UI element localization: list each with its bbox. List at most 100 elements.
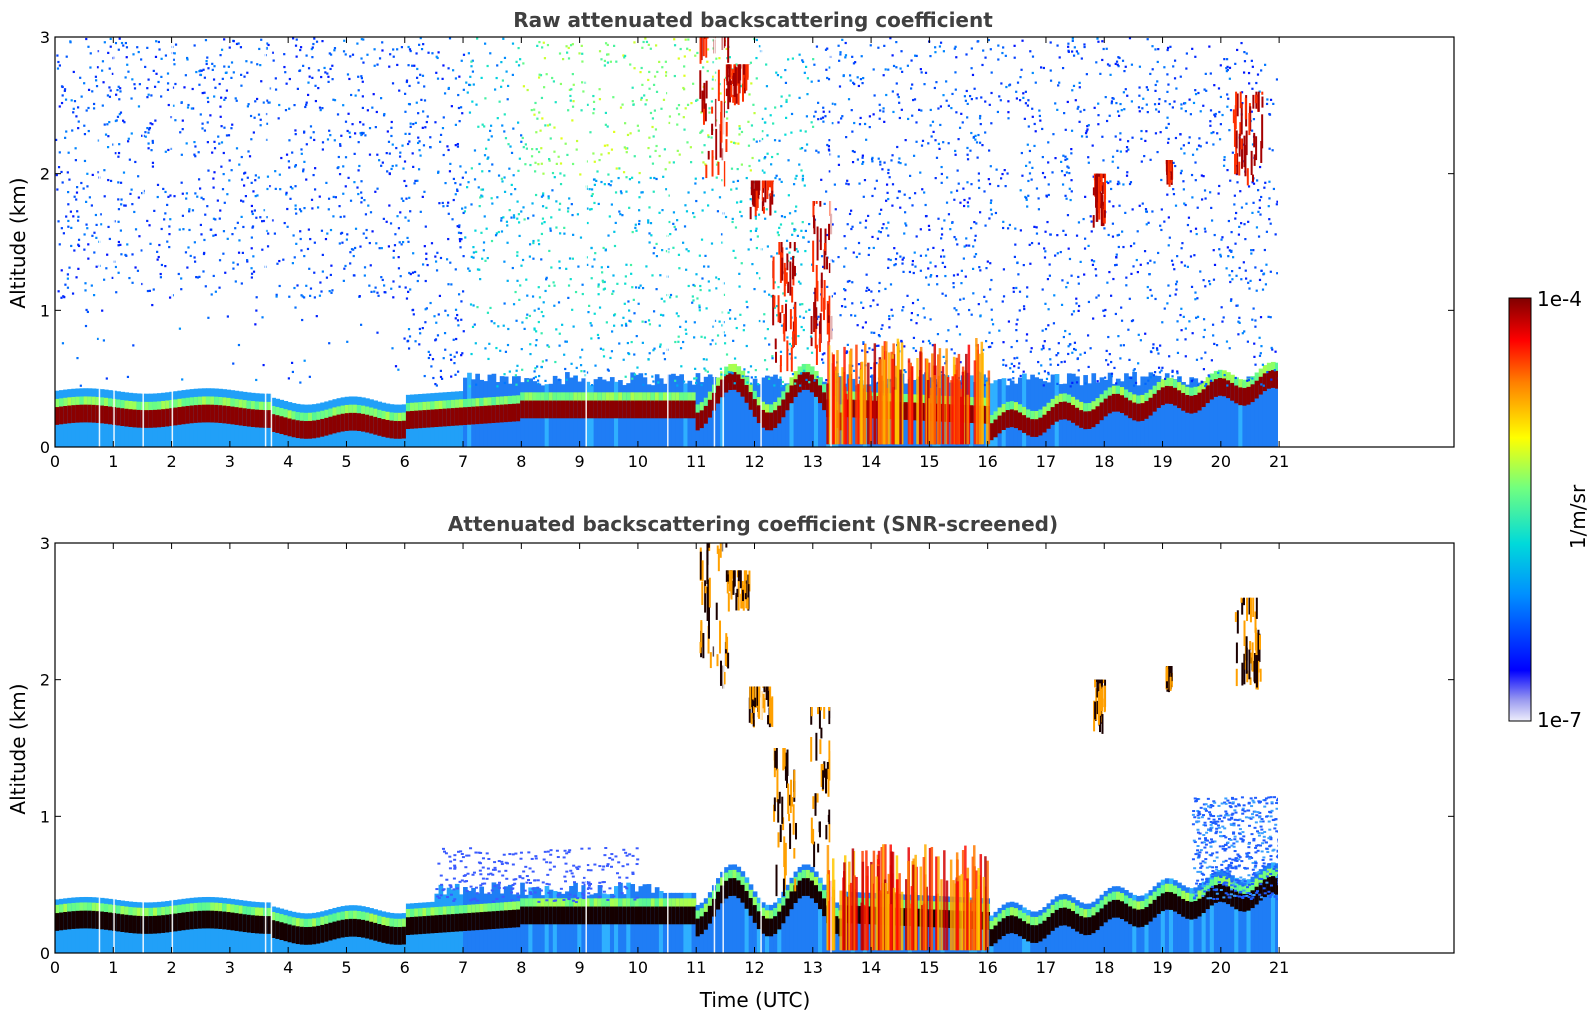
- bl-core-cell: [626, 400, 631, 419]
- noise-pixel: [1225, 58, 1229, 61]
- noise-pixel: [1073, 341, 1077, 344]
- noise-pixel: [500, 230, 504, 233]
- noise-pixel: [185, 197, 188, 200]
- noise-pixel: [220, 48, 224, 51]
- convective-plume: [978, 353, 981, 445]
- noise-pixel: [213, 147, 217, 150]
- noise-pixel: [514, 188, 517, 191]
- noise-pixel: [423, 99, 427, 102]
- noise-pixel: [1080, 135, 1084, 138]
- noise-pixel: [380, 247, 383, 250]
- noise-pixel: [516, 279, 519, 282]
- noise-pixel: [256, 63, 259, 66]
- aerosol-cell: [1111, 383, 1117, 447]
- noise-pixel: [324, 71, 327, 74]
- noise-pixel: [327, 208, 330, 211]
- noise-pixel: [1007, 117, 1010, 120]
- noise-pixel: [153, 85, 157, 88]
- noise-pixel: [887, 171, 890, 175]
- noise-pixel: [597, 283, 600, 286]
- noise-pixel: [797, 280, 801, 283]
- noise-pixel: [360, 131, 363, 135]
- noise-pixel: [114, 265, 117, 269]
- noise-pixel: [638, 219, 641, 223]
- noise-pixel: [794, 382, 797, 385]
- noise-pixel: [981, 63, 984, 67]
- noise-pixel: [1190, 173, 1194, 177]
- noise-pixel: [632, 298, 635, 301]
- bl-edge-cell: [348, 404, 354, 415]
- noise-pixel: [876, 303, 879, 306]
- noise-pixel: [957, 138, 960, 141]
- noise-pixel: [735, 63, 738, 66]
- noise-pixel: [593, 312, 596, 315]
- noise-pixel: [798, 96, 801, 99]
- noise-pixel: [160, 263, 164, 267]
- noise-pixel: [878, 103, 881, 106]
- bl-edge-cell: [373, 408, 378, 419]
- noise-pixel: [1016, 356, 1019, 359]
- noise-pixel: [1243, 60, 1247, 63]
- bl-core-cell: [1205, 385, 1211, 404]
- noise-pixel: [799, 303, 802, 306]
- noise-pixel: [333, 139, 336, 142]
- noise-pixel: [1042, 384, 1045, 387]
- noise-pixel: [571, 72, 574, 76]
- noise-pixel: [311, 207, 314, 210]
- noise-pixel: [551, 189, 554, 192]
- noise-pixel: [960, 382, 963, 385]
- noise-pixel: [1203, 189, 1207, 192]
- noise-pixel: [291, 151, 294, 154]
- noise-pixel: [66, 277, 69, 280]
- noise-pixel: [1219, 123, 1222, 126]
- noise-pixel: [698, 306, 701, 309]
- noise-pixel: [911, 263, 914, 266]
- noise-pixel: [1269, 98, 1273, 101]
- bl-edge-cell: [79, 396, 85, 407]
- bl-core-cell: [683, 400, 689, 419]
- bl-core-cell: [132, 409, 138, 428]
- noise-pixel: [160, 227, 163, 231]
- noise-pixel: [119, 229, 123, 232]
- noise-pixel: [407, 240, 410, 243]
- noise-pixel: [234, 227, 237, 230]
- noise-pixel: [785, 239, 789, 242]
- noise-pixel: [1080, 57, 1083, 60]
- noise-pixel: [496, 196, 499, 199]
- noise-pixel: [1184, 355, 1187, 358]
- bl-edge-cell: [540, 392, 546, 402]
- noise-pixel: [1013, 357, 1016, 360]
- aerosol-cell: [728, 382, 733, 447]
- noise-pixel: [392, 55, 395, 58]
- noise-pixel: [526, 294, 529, 297]
- noise-pixel: [320, 229, 324, 232]
- noise-pixel: [1064, 329, 1067, 333]
- noise-pixel: [80, 95, 83, 98]
- noise-pixel: [473, 178, 477, 181]
- noise-pixel: [1077, 304, 1081, 308]
- bl-core-cell: [108, 406, 113, 425]
- noise-pixel: [1188, 320, 1191, 323]
- noise-pixel: [206, 141, 209, 144]
- noise-pixel: [1009, 378, 1012, 381]
- noise-pixel: [166, 82, 170, 85]
- noise-pixel: [147, 93, 150, 96]
- noise-pixel: [1128, 297, 1131, 300]
- noise-pixel: [661, 66, 664, 69]
- noise-pixel: [906, 64, 909, 67]
- noise-pixel: [363, 274, 366, 277]
- noise-pixel: [1168, 355, 1171, 358]
- noise-pixel: [1169, 45, 1172, 48]
- noise-pixel: [95, 236, 98, 239]
- bl-core-cell: [205, 404, 211, 423]
- bl-core-cell: [246, 408, 252, 427]
- noise-pixel: [457, 106, 461, 110]
- noise-pixel: [866, 350, 869, 354]
- noise-pixel: [654, 149, 657, 153]
- noise-pixel: [1072, 54, 1076, 57]
- convective-plume: [855, 344, 858, 445]
- bl-edge-cell: [275, 406, 281, 417]
- noise-pixel: [291, 187, 294, 190]
- noise-pixel: [970, 131, 973, 135]
- noise-pixel: [191, 209, 195, 212]
